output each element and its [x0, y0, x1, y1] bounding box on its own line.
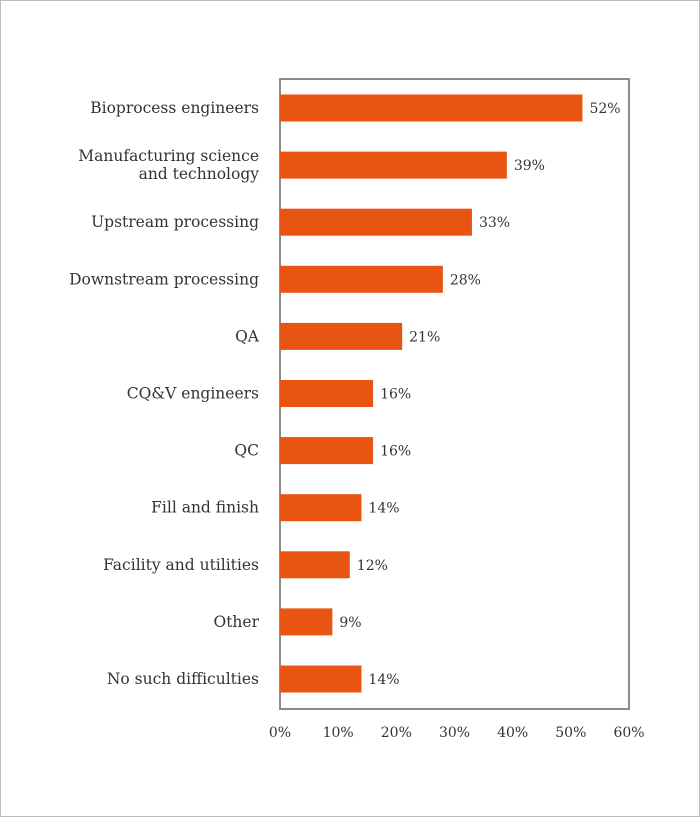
category-label-7: Fill and finish — [151, 499, 259, 517]
value-label-2: 33% — [479, 215, 510, 231]
value-labels-group: 52% 39% 33% 28% 21% 16% 16% 14% 12% 9% 14% — [339, 101, 620, 688]
category-label-0: Bioprocess engineers — [90, 99, 259, 117]
value-label-9: 9% — [339, 615, 361, 631]
category-label-8: Facility and utilities — [103, 556, 259, 574]
x-tick-label-2: 20% — [381, 725, 412, 741]
value-label-1: 39% — [514, 158, 545, 174]
value-label-3: 28% — [450, 272, 481, 288]
category-label-6: QC — [234, 442, 259, 460]
category-label-10: No such difficulties — [107, 670, 259, 688]
bar-4 — [280, 322, 403, 350]
bar-10 — [280, 665, 362, 693]
x-tick-label-5: 50% — [555, 725, 586, 741]
bar-8 — [280, 551, 350, 579]
category-label-5: CQ&V engineers — [127, 385, 259, 403]
bar-3 — [280, 265, 443, 293]
x-tick-label-1: 10% — [323, 725, 354, 741]
x-tick-label-4: 40% — [497, 725, 528, 741]
value-label-6: 16% — [380, 444, 411, 460]
x-tick-label-6: 60% — [613, 725, 644, 741]
value-label-10: 14% — [368, 672, 399, 688]
value-label-0: 52% — [589, 101, 620, 117]
bar-0 — [280, 94, 583, 122]
value-label-5: 16% — [380, 387, 411, 403]
x-tick-labels-group: 0% 10% 20% 30% 40% 50% 60% — [269, 725, 645, 741]
bar-2 — [280, 208, 472, 236]
bar-7 — [280, 494, 362, 522]
bars-group — [280, 94, 583, 693]
value-label-8: 12% — [357, 558, 388, 574]
value-label-4: 21% — [409, 329, 440, 345]
category-label-1: Manufacturing science and technology — [78, 147, 259, 183]
category-label-3: Downstream processing — [69, 270, 259, 288]
category-labels-group: Bioprocess engineers Manufacturing scienc… — [69, 99, 260, 688]
category-label-2: Upstream processing — [91, 213, 259, 231]
x-tick-label-3: 30% — [439, 725, 470, 741]
value-label-7: 14% — [368, 501, 399, 517]
bar-6 — [280, 437, 374, 465]
category-label-4: QA — [235, 327, 260, 345]
bar-9 — [280, 608, 333, 636]
bar-1 — [280, 151, 507, 179]
bar-5 — [280, 380, 374, 407]
x-tick-label-0: 0% — [269, 725, 291, 741]
category-label-9: Other — [213, 613, 259, 631]
